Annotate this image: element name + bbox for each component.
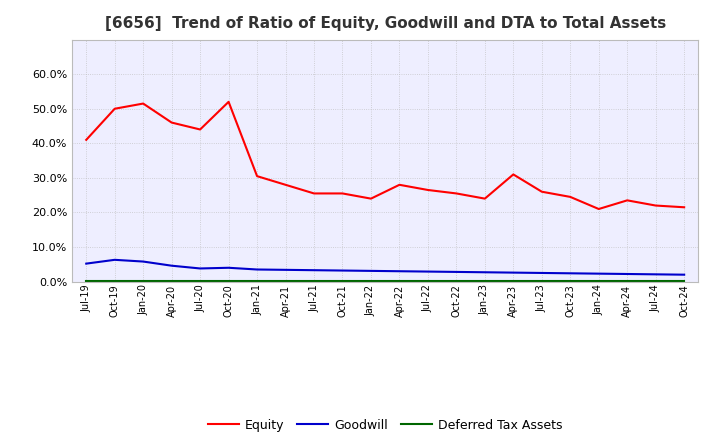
- Goodwill: [110, 257, 119, 262]
- Deferred Tax Assets: [423, 279, 432, 284]
- Deferred Tax Assets: [82, 279, 91, 284]
- Deferred Tax Assets: [395, 279, 404, 284]
- Equity: [366, 196, 375, 201]
- Deferred Tax Assets: [623, 279, 631, 284]
- Goodwill: [595, 271, 603, 276]
- Deferred Tax Assets: [338, 279, 347, 284]
- Equity: [282, 182, 290, 187]
- Goodwill: [623, 271, 631, 277]
- Equity: [480, 196, 489, 201]
- Goodwill: [537, 270, 546, 275]
- Deferred Tax Assets: [196, 279, 204, 284]
- Goodwill: [652, 271, 660, 277]
- Goodwill: [196, 266, 204, 271]
- Deferred Tax Assets: [680, 279, 688, 284]
- Equity: [452, 191, 461, 196]
- Deferred Tax Assets: [652, 279, 660, 284]
- Equity: [139, 101, 148, 106]
- Equity: [110, 106, 119, 111]
- Equity: [253, 173, 261, 179]
- Goodwill: [310, 268, 318, 273]
- Equity: [338, 191, 347, 196]
- Deferred Tax Assets: [139, 279, 148, 284]
- Deferred Tax Assets: [537, 279, 546, 284]
- Goodwill: [395, 268, 404, 274]
- Line: Equity: Equity: [86, 102, 684, 209]
- Equity: [566, 194, 575, 200]
- Equity: [167, 120, 176, 125]
- Goodwill: [366, 268, 375, 274]
- Deferred Tax Assets: [110, 279, 119, 284]
- Equity: [509, 172, 518, 177]
- Deferred Tax Assets: [480, 279, 489, 284]
- Goodwill: [225, 265, 233, 271]
- Goodwill: [167, 263, 176, 268]
- Goodwill: [139, 259, 148, 264]
- Goodwill: [680, 272, 688, 277]
- Deferred Tax Assets: [310, 279, 318, 284]
- Title: [6656]  Trend of Ratio of Equity, Goodwill and DTA to Total Assets: [6656] Trend of Ratio of Equity, Goodwil…: [104, 16, 666, 32]
- Equity: [680, 205, 688, 210]
- Deferred Tax Assets: [452, 279, 461, 284]
- Line: Goodwill: Goodwill: [86, 260, 684, 275]
- Goodwill: [566, 271, 575, 276]
- Equity: [225, 99, 233, 104]
- Goodwill: [82, 261, 91, 266]
- Deferred Tax Assets: [366, 279, 375, 284]
- Goodwill: [338, 268, 347, 273]
- Goodwill: [452, 269, 461, 275]
- Goodwill: [480, 270, 489, 275]
- Deferred Tax Assets: [566, 279, 575, 284]
- Legend: Equity, Goodwill, Deferred Tax Assets: Equity, Goodwill, Deferred Tax Assets: [202, 414, 568, 436]
- Goodwill: [282, 267, 290, 272]
- Equity: [196, 127, 204, 132]
- Equity: [652, 203, 660, 208]
- Goodwill: [253, 267, 261, 272]
- Equity: [310, 191, 318, 196]
- Equity: [423, 187, 432, 193]
- Equity: [395, 182, 404, 187]
- Deferred Tax Assets: [509, 279, 518, 284]
- Equity: [82, 137, 91, 143]
- Deferred Tax Assets: [282, 279, 290, 284]
- Equity: [595, 206, 603, 212]
- Deferred Tax Assets: [167, 279, 176, 284]
- Deferred Tax Assets: [595, 279, 603, 284]
- Deferred Tax Assets: [253, 279, 261, 284]
- Goodwill: [509, 270, 518, 275]
- Goodwill: [423, 269, 432, 274]
- Equity: [623, 198, 631, 203]
- Deferred Tax Assets: [225, 279, 233, 284]
- Equity: [537, 189, 546, 194]
